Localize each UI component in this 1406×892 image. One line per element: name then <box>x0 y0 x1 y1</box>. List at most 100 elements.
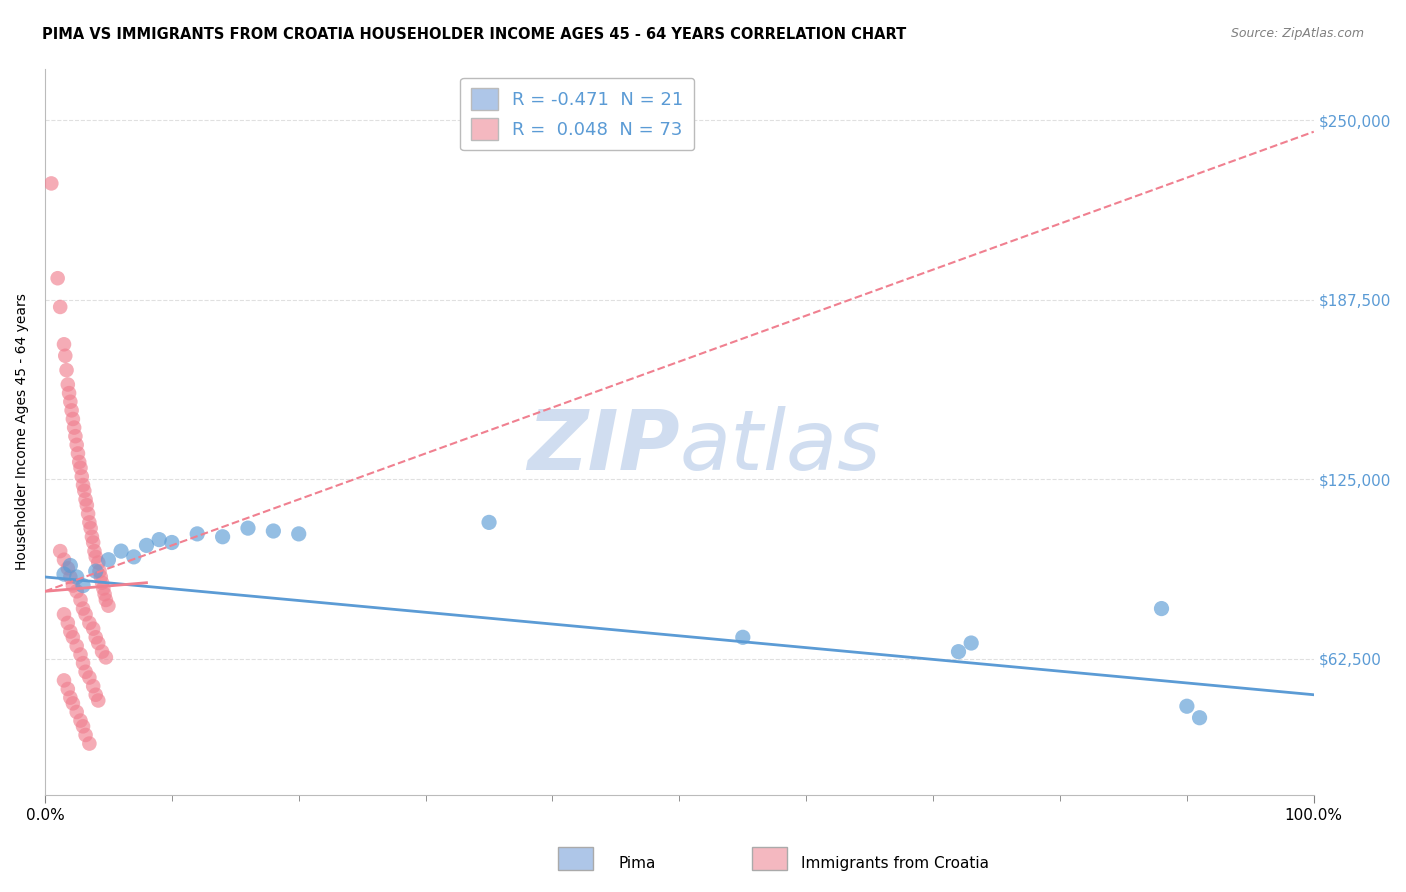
Point <box>69 593 91 607</box>
FancyBboxPatch shape <box>752 847 787 870</box>
Point <box>69 714 91 728</box>
Point <box>97 599 120 613</box>
Point <box>62 697 84 711</box>
Point <box>84 564 107 578</box>
Point <box>731 630 754 644</box>
Point <box>87 693 110 707</box>
Point <box>93 587 115 601</box>
Point <box>79 737 101 751</box>
Point <box>82 535 104 549</box>
Point <box>67 455 90 469</box>
Point <box>1175 699 1198 714</box>
Point <box>79 516 101 530</box>
Point <box>66 705 89 719</box>
Point <box>72 656 94 670</box>
Point <box>122 549 145 564</box>
Point <box>39 177 62 191</box>
Point <box>94 593 117 607</box>
Point <box>72 719 94 733</box>
Point <box>56 377 79 392</box>
Point <box>72 601 94 615</box>
Text: PIMA VS IMMIGRANTS FROM CROATIA HOUSEHOLDER INCOME AGES 45 - 64 YEARS CORRELATIO: PIMA VS IMMIGRANTS FROM CROATIA HOUSEHOL… <box>42 27 907 42</box>
Point <box>91 645 114 659</box>
Point <box>79 521 101 535</box>
Point <box>478 516 501 530</box>
Point <box>84 688 107 702</box>
Point <box>94 650 117 665</box>
Point <box>53 567 76 582</box>
Point <box>69 648 91 662</box>
Point <box>87 636 110 650</box>
Point <box>70 469 93 483</box>
Text: Immigrants from Croatia: Immigrants from Croatia <box>801 856 990 871</box>
Point <box>186 527 208 541</box>
Text: Pima: Pima <box>619 856 657 871</box>
Point <box>160 535 183 549</box>
Point <box>262 524 284 538</box>
Point <box>80 530 103 544</box>
Point <box>97 553 120 567</box>
Point <box>56 681 79 696</box>
Point <box>948 645 970 659</box>
Point <box>236 521 259 535</box>
Point <box>82 679 104 693</box>
FancyBboxPatch shape <box>558 847 593 870</box>
Point <box>62 578 84 592</box>
Point <box>62 412 84 426</box>
Legend: R = -0.471  N = 21, R =  0.048  N = 73: R = -0.471 N = 21, R = 0.048 N = 73 <box>460 78 695 151</box>
Point <box>287 527 309 541</box>
Point <box>84 630 107 644</box>
Point <box>62 630 84 644</box>
Point <box>59 624 82 639</box>
Point <box>135 538 157 552</box>
Point <box>63 420 86 434</box>
Point <box>960 636 983 650</box>
Point <box>79 671 101 685</box>
Point <box>75 728 97 742</box>
Text: atlas: atlas <box>679 406 882 487</box>
Point <box>53 607 76 622</box>
Point <box>55 363 77 377</box>
Point <box>82 622 104 636</box>
Point <box>66 570 89 584</box>
Point <box>69 460 91 475</box>
Point <box>77 507 100 521</box>
Point <box>59 558 82 573</box>
Point <box>58 386 80 401</box>
Point <box>1188 711 1211 725</box>
Point <box>75 492 97 507</box>
Point <box>91 582 114 596</box>
Point <box>75 665 97 679</box>
Point <box>65 429 87 443</box>
Point <box>90 570 112 584</box>
Point <box>56 561 79 575</box>
Point <box>66 584 89 599</box>
Point <box>53 337 76 351</box>
Text: ZIP: ZIP <box>527 406 679 487</box>
Point <box>59 690 82 705</box>
Point <box>59 394 82 409</box>
Point <box>87 556 110 570</box>
Point <box>84 549 107 564</box>
Point <box>72 578 94 592</box>
Point <box>59 570 82 584</box>
Point <box>83 544 105 558</box>
Point <box>76 498 98 512</box>
Point <box>49 300 72 314</box>
Point <box>211 530 233 544</box>
Point <box>1150 601 1173 615</box>
Text: Source: ZipAtlas.com: Source: ZipAtlas.com <box>1230 27 1364 40</box>
Point <box>66 639 89 653</box>
Y-axis label: Householder Income Ages 45 - 64 years: Householder Income Ages 45 - 64 years <box>15 293 30 570</box>
Point <box>46 271 69 285</box>
Point <box>72 478 94 492</box>
Point <box>148 533 170 547</box>
Point <box>53 349 76 363</box>
Point <box>60 403 83 417</box>
Point <box>79 615 101 630</box>
Point <box>49 544 72 558</box>
Point <box>53 673 76 688</box>
Point <box>53 553 76 567</box>
Point <box>73 483 96 498</box>
Point <box>91 575 114 590</box>
